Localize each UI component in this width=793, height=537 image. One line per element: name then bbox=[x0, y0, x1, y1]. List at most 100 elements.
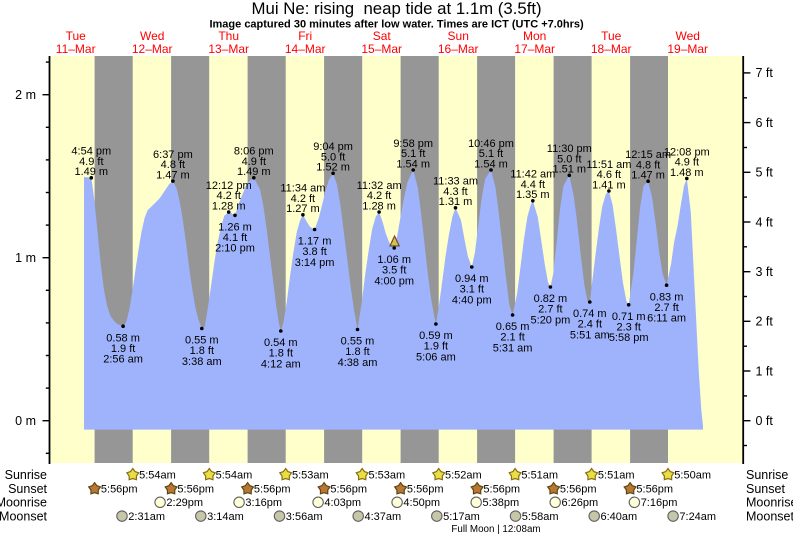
svg-text:5:54am: 5:54am bbox=[139, 470, 176, 482]
svg-text:2:56 am: 2:56 am bbox=[103, 354, 143, 366]
svg-text:4.3 ft: 4.3 ft bbox=[443, 186, 467, 198]
svg-text:5:56pm: 5:56pm bbox=[101, 484, 138, 496]
svg-text:11:34 am: 11:34 am bbox=[280, 183, 325, 195]
svg-text:5:38pm: 5:38pm bbox=[483, 497, 520, 509]
svg-text:Sunrise: Sunrise bbox=[746, 468, 788, 482]
svg-text:4.9 ft: 4.9 ft bbox=[79, 156, 103, 168]
svg-text:5:51am: 5:51am bbox=[521, 470, 558, 482]
svg-text:4.2 ft: 4.2 ft bbox=[291, 193, 315, 205]
svg-text:4:54 pm: 4:54 pm bbox=[71, 146, 111, 158]
svg-text:1.52 m: 1.52 m bbox=[316, 162, 350, 174]
svg-text:5:53am: 5:53am bbox=[369, 470, 406, 482]
svg-text:12:12 pm: 12:12 pm bbox=[206, 180, 252, 192]
svg-text:4.9 ft: 4.9 ft bbox=[675, 157, 699, 169]
svg-text:0.94 m: 0.94 m bbox=[455, 273, 489, 285]
svg-text:1.27 m: 1.27 m bbox=[286, 203, 320, 215]
svg-text:19–Mar: 19–Mar bbox=[667, 42, 708, 56]
svg-text:1 ft: 1 ft bbox=[756, 364, 774, 378]
svg-text:11:51 am: 11:51 am bbox=[586, 159, 631, 171]
svg-text:2.7 ft: 2.7 ft bbox=[654, 302, 678, 314]
svg-text:0.54 m: 0.54 m bbox=[264, 337, 298, 349]
svg-text:Wed: Wed bbox=[675, 29, 699, 43]
svg-text:2.7 ft: 2.7 ft bbox=[538, 304, 562, 316]
svg-text:Sunrise: Sunrise bbox=[5, 468, 47, 482]
svg-text:4.6 ft: 4.6 ft bbox=[597, 169, 621, 181]
svg-text:16–Mar: 16–Mar bbox=[438, 42, 479, 56]
svg-text:0.82 m: 0.82 m bbox=[534, 293, 568, 305]
svg-text:1.9 ft: 1.9 ft bbox=[424, 341, 448, 353]
svg-text:Moonrise: Moonrise bbox=[0, 496, 47, 510]
svg-text:4.9 ft: 4.9 ft bbox=[242, 156, 266, 168]
svg-text:4:50pm: 4:50pm bbox=[403, 497, 440, 509]
svg-text:6:11 am: 6:11 am bbox=[647, 313, 686, 325]
svg-text:3.8 ft: 3.8 ft bbox=[302, 246, 326, 258]
svg-text:6:37 pm: 6:37 pm bbox=[153, 149, 193, 161]
svg-text:1.47 m: 1.47 m bbox=[156, 169, 190, 181]
svg-text:3.1 ft: 3.1 ft bbox=[460, 284, 484, 296]
svg-text:13–Mar: 13–Mar bbox=[208, 42, 249, 56]
svg-text:3:14 pm: 3:14 pm bbox=[295, 257, 335, 269]
svg-text:17–Mar: 17–Mar bbox=[514, 42, 555, 56]
svg-text:4.2 ft: 4.2 ft bbox=[367, 190, 391, 202]
svg-text:Mon: Mon bbox=[523, 29, 546, 43]
svg-text:5 ft: 5 ft bbox=[756, 166, 774, 180]
svg-text:1.48 m: 1.48 m bbox=[670, 167, 704, 179]
svg-text:1.17 m: 1.17 m bbox=[298, 236, 332, 248]
svg-text:12:15 am: 12:15 am bbox=[625, 149, 671, 161]
svg-text:9:04 pm: 9:04 pm bbox=[313, 141, 353, 153]
svg-text:Tue: Tue bbox=[601, 29, 622, 43]
svg-text:0.71 m: 0.71 m bbox=[612, 311, 646, 323]
svg-text:1.8 ft: 1.8 ft bbox=[190, 345, 214, 357]
svg-text:18–Mar: 18–Mar bbox=[591, 42, 632, 56]
svg-text:5.0 ft: 5.0 ft bbox=[557, 153, 581, 165]
svg-text:3:38 am: 3:38 am bbox=[182, 356, 222, 368]
svg-text:11:30 pm: 11:30 pm bbox=[547, 143, 592, 155]
svg-text:Sat: Sat bbox=[373, 29, 392, 43]
svg-text:6 ft: 6 ft bbox=[756, 116, 774, 130]
svg-text:5:52am: 5:52am bbox=[445, 470, 482, 482]
svg-text:1.8 ft: 1.8 ft bbox=[345, 346, 369, 358]
svg-text:5.1 ft: 5.1 ft bbox=[401, 148, 425, 160]
svg-text:5:06 am: 5:06 am bbox=[416, 351, 456, 363]
svg-text:12–Mar: 12–Mar bbox=[132, 42, 173, 56]
svg-text:1.49 m: 1.49 m bbox=[237, 166, 271, 178]
svg-text:5:51am: 5:51am bbox=[598, 470, 635, 482]
svg-text:5:56pm: 5:56pm bbox=[177, 484, 214, 496]
svg-text:3.5 ft: 3.5 ft bbox=[382, 265, 406, 277]
svg-text:6:26pm: 6:26pm bbox=[562, 497, 599, 509]
svg-text:5:54am: 5:54am bbox=[216, 470, 253, 482]
svg-text:3 ft: 3 ft bbox=[756, 265, 774, 279]
svg-text:5:58am: 5:58am bbox=[522, 511, 559, 523]
svg-text:4:40 pm: 4:40 pm bbox=[452, 294, 492, 306]
svg-text:1.49 m: 1.49 m bbox=[74, 166, 108, 178]
svg-text:Moonrise: Moonrise bbox=[746, 496, 793, 510]
svg-text:5:31 am: 5:31 am bbox=[493, 342, 533, 354]
svg-text:4.8 ft: 4.8 ft bbox=[161, 159, 185, 171]
svg-text:14–Mar: 14–Mar bbox=[285, 42, 326, 56]
svg-text:Moonset: Moonset bbox=[746, 509, 793, 523]
svg-text:7:24am: 7:24am bbox=[679, 511, 716, 523]
svg-text:4:03pm: 4:03pm bbox=[324, 497, 361, 509]
svg-text:4.4 ft: 4.4 ft bbox=[521, 179, 545, 191]
svg-text:5.0 ft: 5.0 ft bbox=[321, 151, 345, 163]
svg-text:10:46 pm: 10:46 pm bbox=[468, 138, 514, 150]
svg-text:8:06 pm: 8:06 pm bbox=[234, 146, 274, 158]
svg-text:5:58 pm: 5:58 pm bbox=[609, 332, 649, 344]
svg-text:2:10 pm: 2:10 pm bbox=[215, 243, 255, 255]
svg-text:2.3 ft: 2.3 ft bbox=[616, 322, 640, 334]
svg-text:4:00 pm: 4:00 pm bbox=[374, 275, 414, 287]
svg-text:0.55 m: 0.55 m bbox=[185, 335, 219, 347]
svg-text:4 ft: 4 ft bbox=[756, 215, 774, 229]
svg-text:0 m: 0 m bbox=[15, 414, 36, 428]
svg-text:4:12 am: 4:12 am bbox=[261, 358, 301, 370]
svg-text:Thu: Thu bbox=[218, 29, 239, 43]
svg-text:0.74 m: 0.74 m bbox=[573, 308, 607, 320]
svg-text:5:53am: 5:53am bbox=[292, 470, 329, 482]
svg-text:5:56pm: 5:56pm bbox=[636, 484, 673, 496]
svg-text:7:16pm: 7:16pm bbox=[641, 497, 678, 509]
svg-text:1.31 m: 1.31 m bbox=[439, 196, 473, 208]
svg-text:0.65 m: 0.65 m bbox=[496, 321, 530, 333]
svg-text:3:14am: 3:14am bbox=[207, 511, 244, 523]
svg-text:2:29pm: 2:29pm bbox=[166, 497, 203, 509]
svg-text:Fri: Fri bbox=[298, 29, 312, 43]
